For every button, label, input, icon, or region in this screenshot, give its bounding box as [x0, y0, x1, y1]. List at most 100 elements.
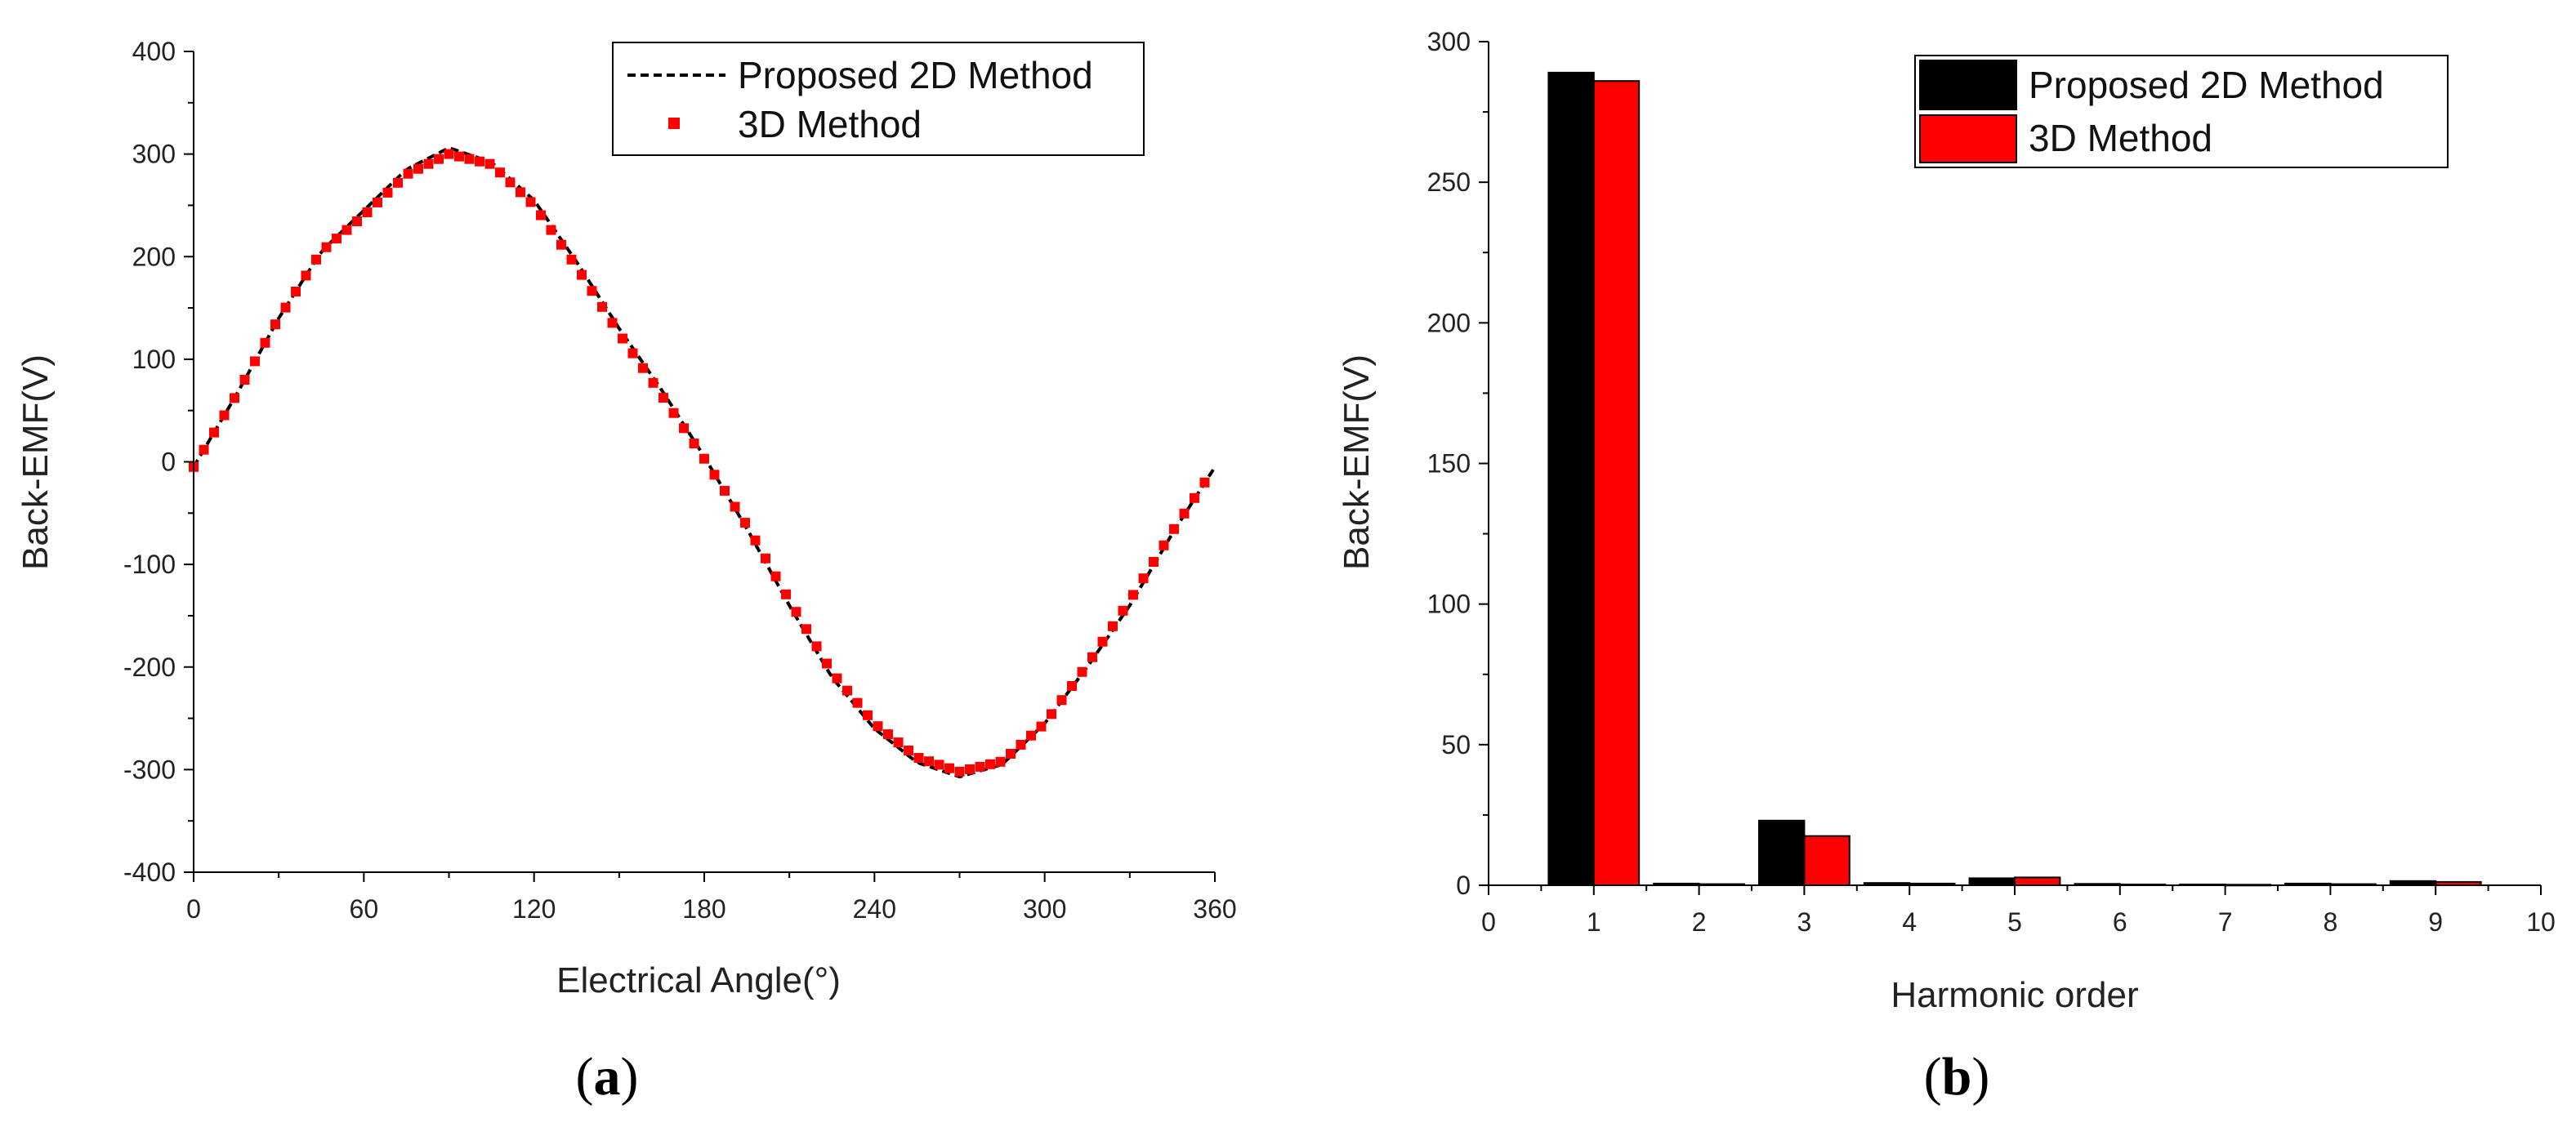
series-3d-marker [423, 158, 434, 169]
chart-a-y-tick-label: 300 [132, 140, 176, 169]
series-3d-marker [393, 177, 403, 188]
series-3d-marker [1047, 709, 1056, 719]
series-3d-marker [454, 151, 464, 162]
series-3d-marker [403, 168, 413, 179]
chart-b-x-tick-label: 9 [2428, 907, 2443, 937]
series-3d-marker [801, 624, 811, 635]
series-3d-marker [607, 318, 618, 328]
series-3d-marker [1138, 573, 1149, 584]
series-3d-marker [975, 761, 985, 772]
series-3d-marker [1067, 681, 1077, 691]
chart-a-y-axis-label: Back-EMF(V) [16, 354, 56, 570]
series-3d-marker [750, 535, 761, 546]
series-3d-marker [852, 697, 863, 708]
chart-a-y-tick-label: -300 [123, 755, 176, 784]
series-3d-marker [1149, 557, 1159, 567]
series-3d-marker [525, 197, 536, 207]
chart-b-x-tick-label: 6 [2113, 907, 2127, 937]
chart-a-y-tick-label: -400 [123, 858, 176, 887]
chart-b-y-tick-label: 300 [1427, 27, 1471, 56]
chart-b-axes: 0 50 100 150 200 250 300 0 1 2 3 4 5 6 7 8 9 10 [1427, 27, 2556, 937]
series-3d-marker [761, 553, 770, 564]
bar-3d-method [1592, 80, 1641, 886]
chart-a-y-tick-label: 200 [132, 242, 176, 271]
chart-a-x-tick-label: 0 [186, 894, 201, 924]
series-3d-marker [811, 641, 822, 652]
chart-b-y-tick-label: 0 [1456, 871, 1471, 900]
chart-b-x-tick-label: 4 [1902, 907, 1917, 937]
series-3d-marker [965, 764, 975, 774]
series-3d-marker [505, 177, 516, 188]
series-3d-marker [689, 439, 699, 448]
chart-a-x-tick-label: 180 [682, 894, 725, 924]
series-3d-marker [332, 234, 342, 244]
series-3d-marker [1179, 508, 1190, 519]
series-3d-marker [321, 242, 332, 252]
chart-b-caption: (b) [1924, 1047, 1990, 1107]
series-3d-marker [924, 756, 934, 767]
chart-a-x-tick-label: 120 [512, 894, 556, 924]
series-3d-marker [444, 149, 454, 159]
chart-b-legend-label-3d: 3D Method [2029, 117, 2212, 159]
series-3d-marker [239, 375, 250, 385]
chart-b-legend-label-proposed: Proposed 2D Method [2029, 64, 2384, 106]
chart-b-x-tick-label: 7 [2218, 907, 2233, 937]
series-3d-marker [883, 729, 893, 740]
series-3d-marker [1190, 492, 1199, 503]
series-3d-marker [301, 270, 311, 281]
chart-a-y-tick-label: 0 [161, 448, 176, 477]
series-3d-marker [1118, 605, 1128, 616]
series-3d-marker [618, 333, 627, 344]
series-3d-marker [985, 759, 995, 769]
series-3d-marker [627, 348, 638, 359]
chart-a-legend-box [612, 42, 1145, 156]
chart-a-axes: -400 -300 -200 -100 0 100 200 300 400 0 60 120 180 24… [123, 37, 1237, 924]
series-3d-marker [342, 225, 352, 235]
series-3d-marker [1128, 590, 1138, 600]
series-3d-marker [913, 753, 924, 763]
series-3d-marker [822, 658, 832, 669]
chart-a-caption: (a) [576, 1047, 639, 1107]
series-3d-marker [311, 254, 321, 265]
series-3d-marker [904, 746, 913, 755]
series-3d-marker [791, 607, 801, 617]
series-3d-marker [1199, 477, 1210, 488]
series-3d-marker [1159, 540, 1169, 550]
series-3d-marker [1056, 695, 1067, 706]
series-3d-marker [362, 207, 373, 217]
series-3d-marker [536, 210, 546, 220]
bar-proposed-2d [1758, 819, 1806, 886]
series-3d-marker [893, 737, 904, 748]
chart-a-x-tick-label: 240 [853, 894, 896, 924]
series-3d-marker [730, 501, 740, 512]
series-3d-marker [566, 254, 577, 265]
chart-a-y-tick-label: -100 [123, 550, 176, 579]
chart-a-x-tick-label: 300 [1023, 894, 1066, 924]
series-3d-marker [250, 356, 260, 367]
series-3d-marker [832, 673, 842, 684]
series-3d-marker [1026, 730, 1036, 741]
chart-b-y-tick-label: 50 [1441, 730, 1471, 760]
series-3d-marker [219, 410, 230, 421]
chart-a-x-axis-label: Electrical Angle(°) [556, 960, 841, 1000]
series-3d-marker [352, 216, 362, 226]
chart-a-y-tick-label: 400 [132, 37, 176, 66]
series-3d-marker [434, 154, 444, 164]
series-3d-marker [679, 423, 689, 434]
chart-a-back-emf-waveform: -400 -300 -200 -100 0 100 200 300 400 0 60 120 180 24… [16, 37, 1237, 1107]
series-3d-marker [597, 301, 607, 312]
chart-b-y-tick-label: 100 [1427, 590, 1471, 619]
series-3d-marker [709, 470, 720, 480]
series-3d-marker [475, 156, 484, 167]
series-3d-marker [659, 393, 668, 403]
series-3d-marker [373, 197, 382, 207]
series-3d-marker [1169, 523, 1179, 534]
series-3d-marker [1006, 749, 1016, 759]
series-3d-marker [587, 286, 597, 296]
bar-3d-method [2014, 876, 2061, 887]
chart-b-x-tick-label: 0 [1481, 907, 1496, 937]
chart-a-plot-area [189, 145, 1217, 779]
series-3d-marker [934, 760, 944, 770]
series-3d-markers [189, 149, 1210, 777]
chart-a-y-tick-label: 100 [132, 345, 176, 374]
